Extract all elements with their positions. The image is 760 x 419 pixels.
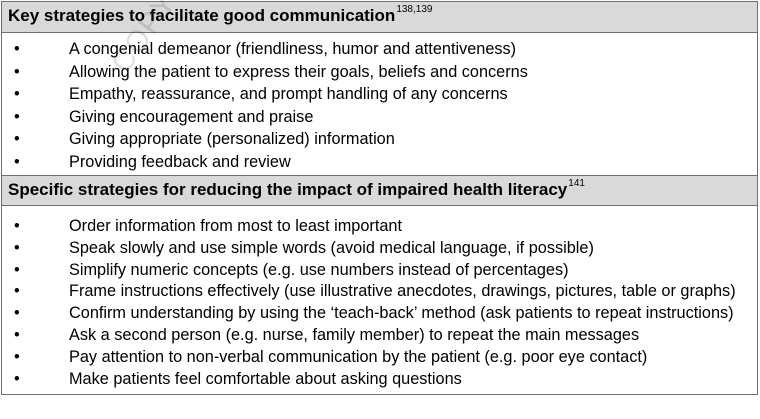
list-item: • Speak slowly and use simple words (avoi…: [2, 238, 757, 260]
list-item-text: Allowing the patient to express their go…: [69, 62, 528, 81]
bullet-icon: •: [14, 152, 20, 171]
bullet-icon: •: [14, 260, 20, 279]
bullet-icon: •: [14, 304, 20, 323]
list-item: • Confirm understanding by using the ‘tea…: [2, 303, 757, 325]
list-item: • Giving encouragement and praise: [2, 106, 757, 129]
bullet-icon: •: [14, 369, 20, 388]
list-item: • Giving appropriate (personalized) infor…: [2, 128, 757, 151]
list-item: • Make patients feel comfortable about as…: [2, 369, 757, 391]
list-item-text: Providing feedback and review: [69, 152, 291, 171]
bullet-icon: •: [14, 347, 20, 366]
bullet-icon: •: [14, 217, 20, 235]
bullet-icon: •: [14, 238, 20, 257]
list-item-text: Pay attention to non-verbal communicatio…: [69, 347, 648, 366]
bullet-icon: •: [14, 107, 20, 126]
bullet-icon: •: [14, 85, 20, 103]
list-item-text: Simplify numeric concepts (e.g. use numb…: [69, 260, 569, 279]
section-header: Key strategies to facilitate good commun…: [2, 2, 757, 33]
bullet-icon: •: [14, 282, 20, 301]
list-item: • Simplify numeric concepts (e.g. use num…: [2, 260, 757, 282]
bullet-icon: •: [14, 40, 20, 58]
list-item-text: Make patients feel comfortable about ask…: [69, 369, 462, 388]
list-item: • Providing feedback and review: [2, 151, 757, 174]
section-title: Specific strategies for reducing the imp…: [8, 180, 568, 199]
bullet-icon: •: [14, 130, 20, 148]
section-communication: Key strategies to facilitate good commun…: [2, 2, 757, 175]
list-item: • Pay attention to non-verbal communicati…: [2, 347, 757, 369]
section-health-literacy: Specific strategies for reducing the imp…: [2, 175, 757, 394]
bullet-icon: •: [14, 62, 20, 81]
reference-superscript: 141: [568, 178, 585, 189]
list-item: • Ask a second person (e.g. nurse, family…: [2, 325, 757, 347]
list-item: • A congenial demeanor (friendliness, hum…: [2, 38, 757, 61]
list-item: • Frame instructions effectively (use ill…: [2, 281, 757, 303]
list-item: • Order information from most to least im…: [2, 216, 757, 238]
bullet-list: • Order information from most to least im…: [2, 206, 757, 394]
list-item: • Empathy, reassurance, and prompt handli…: [2, 83, 757, 106]
list-item-text: Giving appropriate (personalized) inform…: [69, 130, 395, 148]
list-item-text: Order information from most to least imp…: [69, 217, 402, 235]
list-item-text: Giving encouragement and praise: [69, 107, 314, 126]
section-header: Specific strategies for reducing the imp…: [2, 175, 757, 206]
bullet-icon: •: [14, 325, 20, 344]
list-item-text: Frame instructions effectively (use illu…: [69, 282, 736, 301]
reference-superscript: 138,139: [396, 4, 433, 15]
bullet-list: • A congenial demeanor (friendliness, hum…: [2, 33, 757, 175]
section-title: Key strategies to facilitate good commun…: [8, 6, 396, 25]
list-item-text: A congenial demeanor (friendliness, humo…: [69, 40, 517, 58]
list-item-text: Confirm understanding by using the ‘teac…: [69, 304, 734, 323]
list-item-text: Speak slowly and use simple words (avoid…: [69, 238, 594, 257]
strategies-table: Key strategies to facilitate good commun…: [1, 1, 758, 396]
list-item-text: Ask a second person (e.g. nurse, family …: [69, 325, 640, 344]
list-item-text: Empathy, reassurance, and prompt handlin…: [69, 85, 508, 103]
list-item: • Allowing the patient to express their g…: [2, 61, 757, 84]
